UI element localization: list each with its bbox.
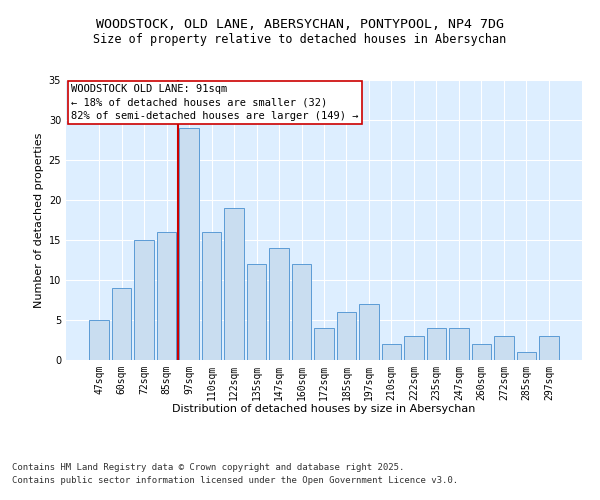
Bar bbox=[247, 264, 266, 360]
Bar bbox=[179, 128, 199, 360]
Y-axis label: Number of detached properties: Number of detached properties bbox=[34, 132, 44, 308]
Bar bbox=[314, 328, 334, 360]
Bar bbox=[112, 288, 131, 360]
Text: Size of property relative to detached houses in Abersychan: Size of property relative to detached ho… bbox=[94, 32, 506, 46]
Bar bbox=[449, 328, 469, 360]
Bar bbox=[292, 264, 311, 360]
Bar bbox=[404, 336, 424, 360]
Bar bbox=[134, 240, 154, 360]
X-axis label: Distribution of detached houses by size in Abersychan: Distribution of detached houses by size … bbox=[172, 404, 476, 414]
Bar bbox=[427, 328, 446, 360]
Text: Contains HM Land Registry data © Crown copyright and database right 2025.: Contains HM Land Registry data © Crown c… bbox=[12, 464, 404, 472]
Bar bbox=[269, 248, 289, 360]
Bar bbox=[517, 352, 536, 360]
Text: Contains public sector information licensed under the Open Government Licence v3: Contains public sector information licen… bbox=[12, 476, 458, 485]
Bar bbox=[224, 208, 244, 360]
Bar bbox=[89, 320, 109, 360]
Text: WOODSTOCK OLD LANE: 91sqm
← 18% of detached houses are smaller (32)
82% of semi-: WOODSTOCK OLD LANE: 91sqm ← 18% of detac… bbox=[71, 84, 359, 120]
Bar bbox=[202, 232, 221, 360]
Bar bbox=[494, 336, 514, 360]
Text: WOODSTOCK, OLD LANE, ABERSYCHAN, PONTYPOOL, NP4 7DG: WOODSTOCK, OLD LANE, ABERSYCHAN, PONTYPO… bbox=[96, 18, 504, 30]
Bar bbox=[539, 336, 559, 360]
Bar bbox=[382, 344, 401, 360]
Bar bbox=[359, 304, 379, 360]
Bar bbox=[337, 312, 356, 360]
Bar bbox=[472, 344, 491, 360]
Bar bbox=[157, 232, 176, 360]
